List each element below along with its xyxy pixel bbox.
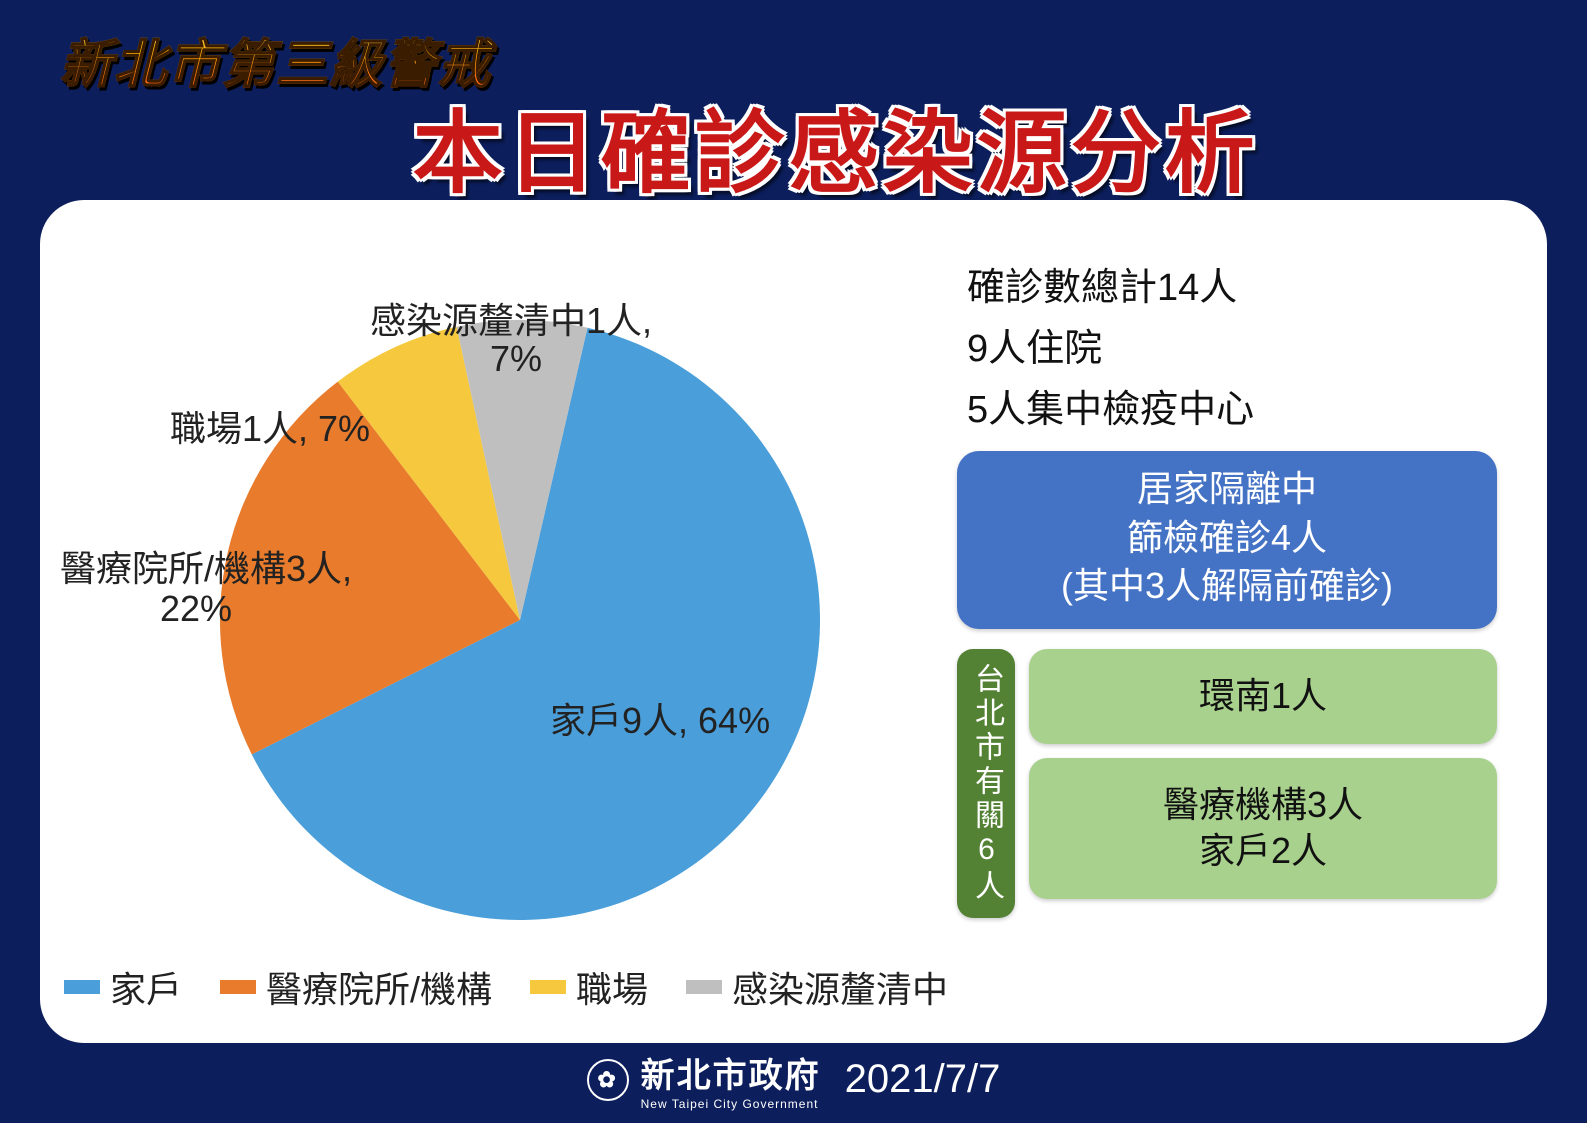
legend-label: 感染源釐清中: [732, 961, 948, 1013]
legend-item: 家戶: [64, 961, 182, 1013]
pie-slice-label: 感染源釐清中1人,: [370, 292, 652, 344]
green-cell-line: 家戶2人: [1163, 828, 1363, 875]
page-title: 本日確診感染源分析: [413, 80, 1259, 210]
green-cell: 環南1人: [1029, 649, 1497, 744]
pie-slice-label: 7%: [490, 338, 542, 380]
footer: ✿ 新北市政府 New Taipei City Government 2021/…: [0, 1048, 1587, 1111]
legend-swatch: [530, 980, 566, 994]
legend-item: 醫療院所/機構: [220, 961, 492, 1013]
pie-slice-label: 醫療院所/機構3人,: [60, 540, 352, 592]
chart-legend: 家戶 醫療院所/機構 職場 感染源釐清中: [64, 961, 948, 1013]
legend-swatch: [686, 980, 722, 994]
gov-name: 新北市政府: [641, 1058, 821, 1095]
legend-label: 醫療院所/機構: [266, 961, 492, 1013]
green-cell-line: 環南1人: [1199, 673, 1327, 720]
taipei-related-group: 台北市有關6人 環南1人醫療機構3人家戶2人: [957, 649, 1497, 918]
green-cell: 醫療機構3人家戶2人: [1029, 758, 1497, 900]
stat-line: 9人住院: [967, 317, 1497, 372]
green-cell-line: 醫療機構3人: [1163, 782, 1363, 829]
footer-date: 2021/7/7: [845, 1057, 1001, 1102]
gov-logo-icon: ✿: [587, 1059, 629, 1101]
blue-box-line: (其中3人解隔前確診): [975, 562, 1479, 611]
legend-swatch: [64, 980, 100, 994]
side-info: 確診數總計14人 9人住院 5人集中檢疫中心 居家隔離中篩檢確診4人(其中3人解隔前…: [957, 250, 1497, 918]
pie-slice-label: 22%: [160, 588, 232, 630]
legend-label: 家戶: [110, 961, 182, 1013]
stat-line: 確診數總計14人: [967, 256, 1497, 311]
stat-line: 5人集中檢疫中心: [967, 378, 1497, 433]
home-isolation-box: 居家隔離中篩檢確診4人(其中3人解隔前確診): [957, 451, 1497, 629]
blue-box-line: 篩檢確診4人: [975, 514, 1479, 563]
legend-item: 感染源釐清中: [686, 961, 948, 1013]
main-panel: 家戶9人, 64% 醫療院所/機構3人,22% 職場1人, 7% 感染源釐清中1人,7…: [40, 200, 1547, 1043]
government-credit: ✿ 新北市政府 New Taipei City Government: [587, 1048, 821, 1111]
gov-name-en: New Taipei City Government: [641, 1097, 821, 1111]
legend-swatch: [220, 980, 256, 994]
pie-chart: 家戶9人, 64%醫療院所/機構3人,22%職場1人, 7%感染源釐清中1人,7…: [180, 260, 860, 940]
pie-slice-label: 職場1人, 7%: [170, 400, 370, 452]
blue-box-line: 居家隔離中: [975, 465, 1479, 514]
legend-item: 職場: [530, 961, 648, 1013]
legend-label: 職場: [576, 961, 648, 1013]
pie-slice-label: 家戶9人, 64%: [550, 692, 770, 744]
taipei-related-tab: 台北市有關6人: [957, 649, 1015, 918]
